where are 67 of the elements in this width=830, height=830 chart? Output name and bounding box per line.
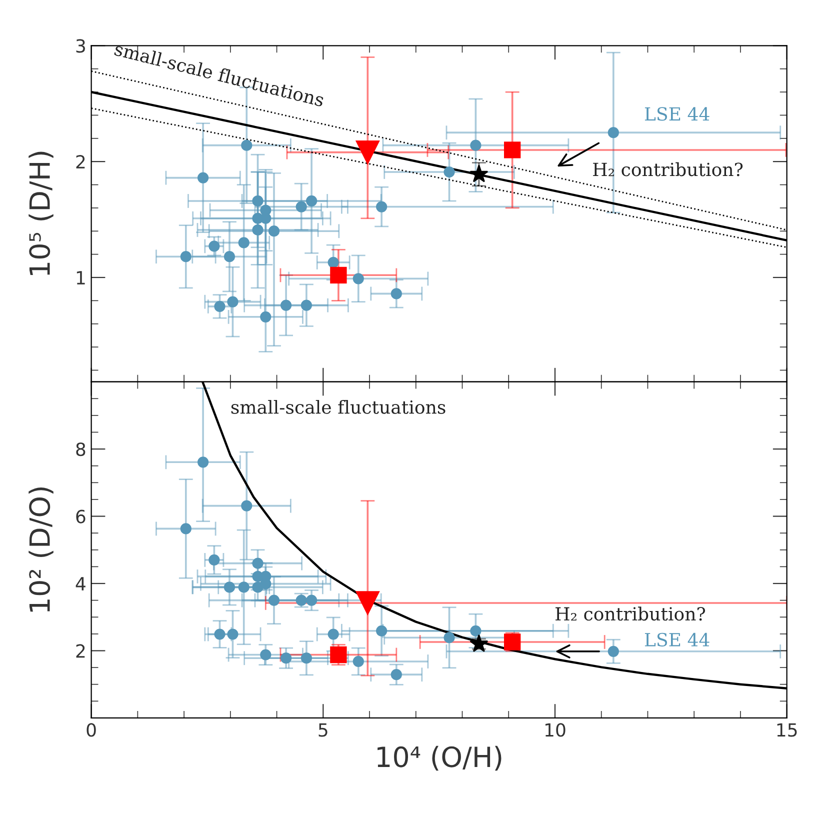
point: [268, 226, 280, 237]
point: [328, 628, 339, 640]
point: [227, 296, 238, 308]
point: [208, 554, 220, 566]
point: [260, 649, 272, 660]
point: [260, 311, 272, 322]
point: [376, 201, 388, 212]
annotation: small-scale fluctuations: [231, 400, 446, 414]
y-axis-title: 10⁵ (D/H): [28, 152, 54, 275]
y-tick-label: 6: [76, 510, 86, 524]
point: [306, 195, 318, 207]
y-tick-label: 4: [76, 577, 86, 590]
annotation: H₂ contribution?: [556, 606, 706, 621]
y-tick-label: 8: [76, 442, 86, 456]
y-tick-label: 1: [76, 271, 85, 284]
point: [306, 594, 318, 606]
point: [470, 625, 482, 636]
point: [252, 224, 264, 236]
point: [330, 266, 347, 284]
point: [224, 251, 236, 262]
point: [260, 212, 272, 224]
y-tick-label: 2: [76, 644, 85, 658]
annotation: LSE 44: [644, 632, 710, 647]
x-axis-title: 10⁴ (O/H): [378, 746, 502, 771]
point: [252, 195, 264, 207]
point: [328, 256, 339, 268]
point: [180, 251, 192, 262]
point: [352, 656, 364, 668]
point: [470, 634, 488, 652]
point: [238, 237, 250, 248]
point: [224, 582, 236, 593]
point: [197, 172, 209, 184]
point: [300, 300, 312, 311]
point: [214, 300, 226, 312]
point: [180, 523, 192, 534]
point: [241, 500, 252, 512]
point: [608, 127, 619, 138]
point: [470, 140, 482, 151]
point: [214, 628, 226, 640]
point: [280, 300, 292, 311]
point: [504, 142, 521, 158]
point: [470, 164, 488, 182]
annotation: LSE 44: [644, 107, 710, 121]
x-tick-label: 5: [318, 723, 328, 737]
point: [300, 652, 312, 664]
x-tick-label: 10: [545, 723, 566, 737]
point: [296, 201, 307, 212]
y-tick-label: 2: [76, 155, 85, 168]
point: [241, 140, 252, 151]
point: [268, 594, 280, 606]
x-tick-label: 0: [86, 723, 96, 737]
x-tick-label: 15: [777, 723, 797, 737]
point: [390, 669, 402, 680]
point: [280, 652, 292, 664]
annotation: H₂ contribution?: [593, 162, 743, 176]
point: [390, 288, 402, 300]
point: [608, 646, 619, 657]
point: [444, 632, 455, 644]
point: [356, 591, 380, 615]
y-axis-title: 10² (D/O): [28, 487, 54, 612]
point: [227, 628, 238, 640]
y-tick-label: 3: [76, 39, 85, 53]
point: [238, 582, 250, 593]
point: [444, 166, 455, 178]
point: [356, 140, 380, 164]
point: [197, 456, 209, 468]
point: [352, 273, 364, 284]
